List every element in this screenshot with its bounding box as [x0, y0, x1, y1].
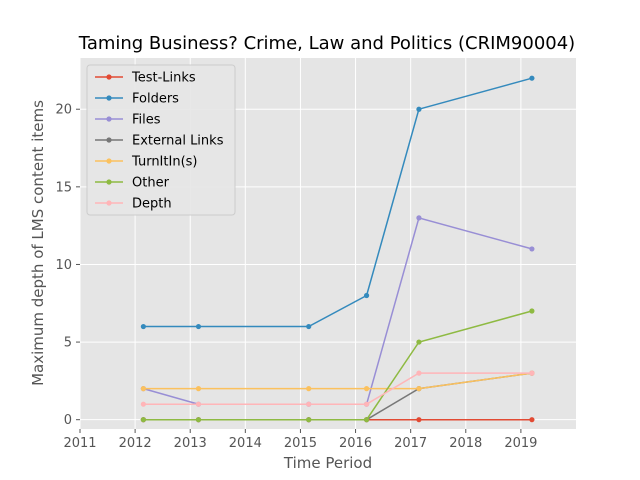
legend-label: Other [132, 176, 170, 191]
data-point [529, 75, 535, 81]
x-axis-label: Time Period [283, 454, 372, 472]
legend-label: Test-Links [131, 71, 196, 86]
series-layer [140, 75, 535, 423]
legend-label: External Links [132, 134, 224, 149]
legend-item: TurnItIn(s) [95, 155, 197, 170]
data-point [416, 417, 422, 423]
x-tick-label: 2013 [174, 436, 207, 451]
data-point [306, 401, 312, 407]
data-point [363, 401, 370, 407]
data-point [306, 417, 312, 423]
legend-marker [106, 95, 112, 101]
y-axis: 0 5 10 15 20 [55, 103, 80, 428]
data-point [363, 292, 370, 299]
legend-item: Files [95, 113, 161, 128]
series-line [143, 310, 533, 421]
legend: Test-Links Folders Files External Links Turn… [86, 64, 236, 216]
x-tick-label: 2015 [284, 436, 317, 451]
data-point [306, 323, 312, 330]
legend-marker [106, 137, 112, 143]
legend-item: External Links [95, 134, 224, 149]
series-line [143, 372, 533, 390]
data-point [416, 339, 422, 345]
data-point [416, 215, 422, 221]
data-point [363, 386, 370, 392]
data-point [195, 323, 202, 330]
y-tick-label: 10 [55, 258, 72, 273]
x-tick-label: 2011 [63, 436, 96, 451]
data-point [416, 386, 422, 392]
data-point [529, 246, 535, 252]
x-tick-label: 2017 [394, 436, 427, 451]
x-tick-label: 2012 [119, 436, 152, 451]
chart-title: Taming Business? Crime, Law and Politics… [78, 33, 575, 54]
series-1 [140, 75, 535, 330]
legend-label: TurnItIn(s) [131, 155, 197, 170]
legend-box [86, 64, 236, 216]
y-tick-label: 5 [64, 336, 72, 351]
x-axis: 2011 2012 2013 2014 2015 2016 2017 2018 2019 [63, 429, 537, 451]
y-tick-label: 15 [55, 180, 72, 195]
series-line [143, 372, 532, 405]
legend-label: Files [132, 113, 161, 128]
x-tick-label: 2019 [504, 436, 537, 451]
legend-marker [106, 200, 112, 206]
legend-label: Depth [132, 197, 172, 212]
legend-marker [106, 74, 112, 80]
legend-item: Test-Links [95, 71, 196, 86]
data-point [416, 106, 422, 112]
legend-marker [106, 158, 112, 164]
data-point [140, 386, 146, 392]
data-point [140, 417, 146, 423]
series-6 [140, 370, 535, 407]
legend-marker [106, 179, 112, 185]
legend-item: Folders [95, 92, 179, 107]
data-point [195, 386, 202, 392]
data-point [416, 370, 422, 376]
data-point [195, 417, 202, 423]
data-point [140, 323, 146, 330]
y-tick-label: 20 [55, 103, 72, 118]
series-5 [140, 308, 535, 423]
data-point [363, 417, 370, 423]
x-tick-label: 2016 [339, 436, 372, 451]
legend-marker [106, 116, 112, 122]
data-point [195, 401, 202, 407]
data-point [306, 386, 312, 392]
x-tick-label: 2018 [449, 436, 482, 451]
data-point [529, 417, 535, 423]
legend-item: Other [95, 176, 170, 191]
legend-label: Folders [132, 92, 179, 107]
series-line [143, 77, 533, 328]
data-point [529, 308, 535, 314]
y-tick-label: 0 [64, 413, 72, 428]
data-point [529, 370, 535, 376]
x-tick-label: 2014 [229, 436, 262, 451]
y-axis-label: Maximum depth of LMS content items [29, 100, 47, 386]
data-point [140, 401, 146, 407]
legend-item: Depth [95, 197, 172, 212]
